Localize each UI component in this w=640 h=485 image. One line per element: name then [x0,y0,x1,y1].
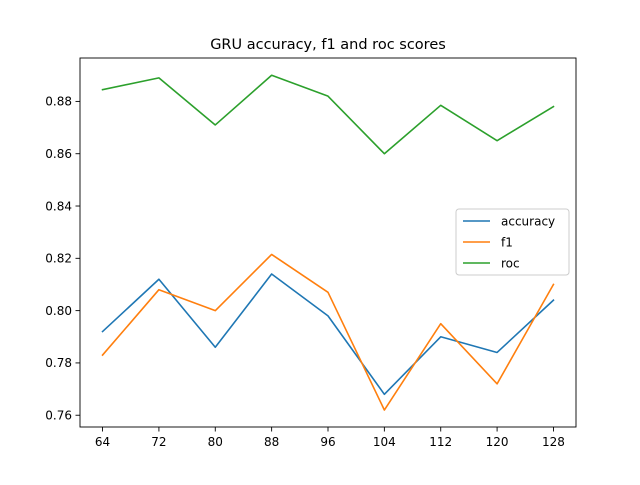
x-tick-label: 104 [373,435,396,449]
series-line-roc [103,75,554,153]
legend-label-f1: f1 [501,236,513,250]
x-tick-label: 80 [208,435,223,449]
x-tick-label: 88 [264,435,279,449]
chart-title: GRU accuracy, f1 and roc scores [210,37,446,53]
y-tick-label: 0.78 [45,356,72,370]
y-tick-label: 0.76 [45,409,72,423]
y-tick-label: 0.80 [45,304,72,318]
x-tick-label: 128 [542,435,565,449]
y-tick-label: 0.86 [45,147,72,161]
y-tick-label: 0.84 [45,199,72,213]
x-tick-label: 64 [95,435,110,449]
legend-label-accuracy: accuracy [501,215,555,229]
legend: accuracy f1 roc [456,209,569,275]
x-tick-label: 112 [429,435,452,449]
y-tick-label: 0.82 [45,252,72,266]
x-tick-label: 96 [320,435,335,449]
x-tick-label: 120 [486,435,509,449]
series-line-f1 [103,254,554,410]
x-tick-label: 72 [151,435,166,449]
legend-label-roc: roc [501,257,520,271]
y-tick-label: 0.88 [45,95,72,109]
